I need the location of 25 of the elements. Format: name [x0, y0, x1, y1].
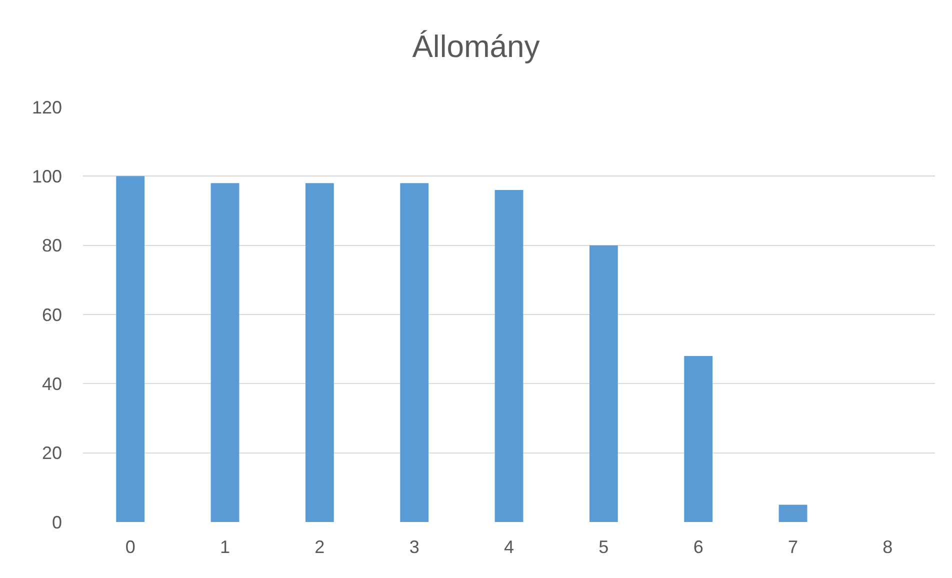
bar [494, 190, 524, 522]
x-tick-label: 2 [314, 537, 325, 557]
bar [589, 245, 618, 522]
bar [400, 183, 429, 522]
x-tick-label: 4 [504, 537, 514, 557]
y-tick-label: 60 [42, 304, 62, 325]
x-tick-label: 0 [125, 537, 136, 557]
y-tick-label: 20 [42, 443, 62, 464]
bar [305, 183, 334, 522]
bar [778, 504, 808, 522]
chart-title: Állomány [412, 29, 540, 64]
x-tick-label: 5 [598, 537, 609, 557]
y-tick-label: 80 [42, 236, 62, 256]
bar [684, 356, 713, 522]
bar [116, 176, 145, 522]
y-tick-label: 120 [32, 97, 62, 118]
x-tick-label: 6 [693, 537, 704, 557]
y-tick-label: 100 [32, 166, 62, 186]
x-tick-label: 1 [220, 537, 230, 557]
y-tick-label: 0 [52, 512, 62, 532]
bar [210, 183, 240, 522]
x-tick-label: 3 [409, 537, 420, 557]
x-tick-label: 7 [788, 537, 798, 557]
y-tick-label: 40 [42, 374, 62, 394]
x-tick-label: 8 [882, 537, 893, 557]
